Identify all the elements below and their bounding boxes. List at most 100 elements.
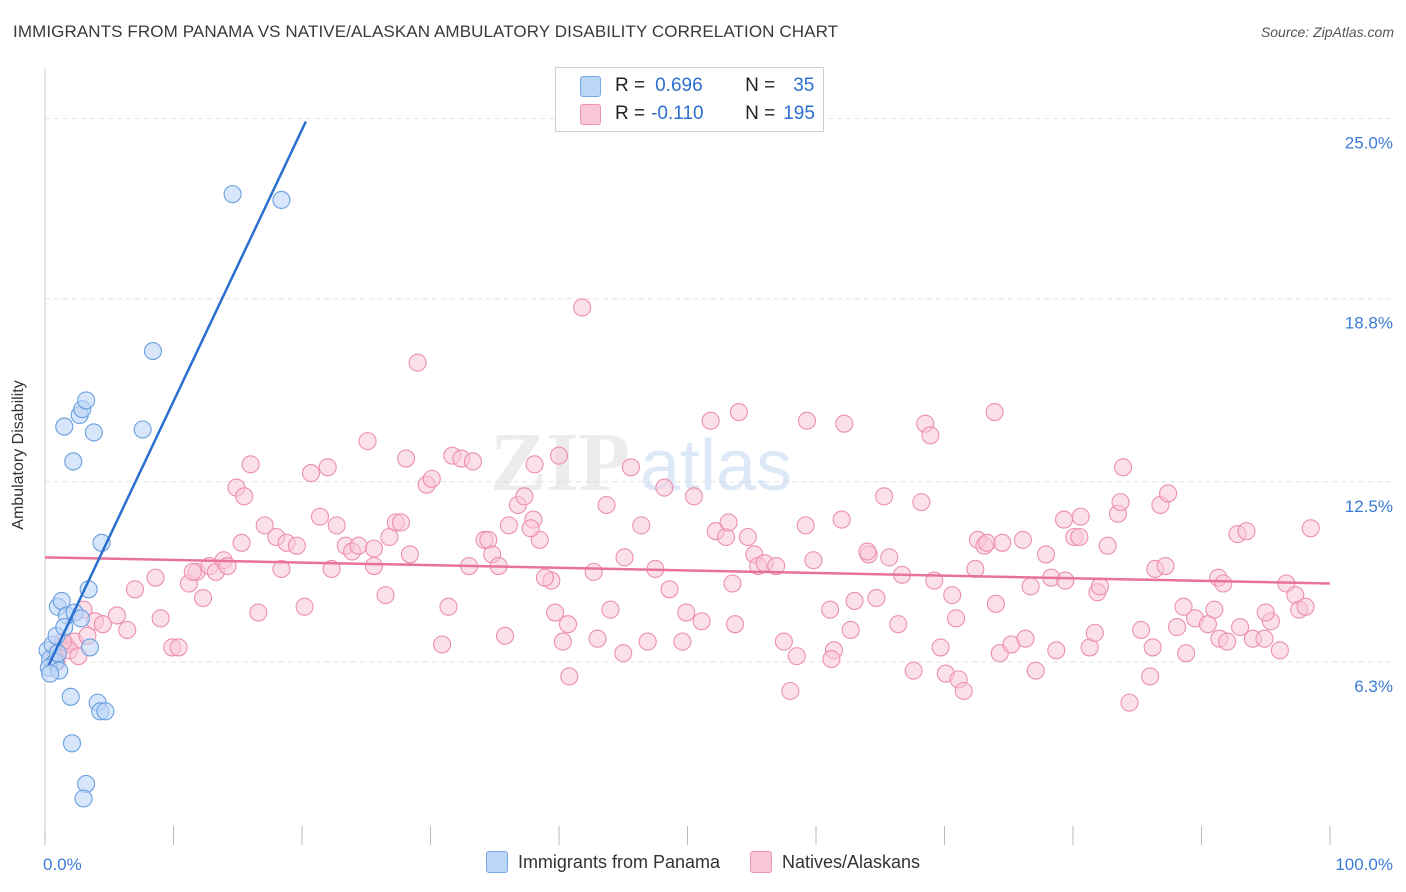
data-point-natives: [1143, 638, 1162, 657]
data-point-natives: [954, 681, 973, 701]
x-tick-label: 100.0%: [1335, 855, 1393, 874]
blue-swatch: [580, 75, 601, 97]
data-point-natives: [183, 562, 202, 581]
data-point-natives: [1120, 693, 1139, 712]
data-point-natives: [858, 542, 877, 561]
data-point-natives: [1114, 458, 1133, 477]
data-point-natives: [358, 432, 377, 451]
data-point-panama: [133, 420, 152, 439]
data-point-natives: [638, 632, 657, 651]
data-point-natives: [1111, 493, 1130, 512]
source-label: Source: ZipAtlas.com: [1260, 24, 1394, 40]
data-point-natives: [774, 632, 793, 651]
data-point-natives: [723, 574, 742, 593]
data-point-natives: [146, 568, 165, 587]
data-point-natives: [194, 588, 213, 608]
legend-label: Immigrants from Panama: [517, 851, 720, 872]
data-point-natives: [525, 455, 544, 474]
data-point-natives: [588, 629, 607, 648]
data-point-natives: [1016, 629, 1035, 648]
data-point-natives: [1270, 641, 1289, 660]
legend-item-panama[interactable]: Immigrants from Panama: [485, 851, 720, 873]
y-axis-label: Ambulatory Disability: [10, 380, 27, 530]
data-point-natives: [921, 426, 940, 445]
data-point-natives: [804, 551, 823, 570]
legend-item-natives[interactable]: Natives/Alaskans: [750, 851, 920, 873]
data-point-natives: [232, 533, 251, 552]
data-point-natives: [1214, 574, 1233, 593]
r-value: -0.110: [651, 103, 704, 124]
data-point-natives: [655, 478, 674, 497]
axes: [44, 68, 1331, 845]
data-point-panama: [74, 789, 93, 808]
y-tick-label: 18.8%: [1345, 314, 1393, 333]
trend-line-natives: [44, 556, 1331, 585]
data-point-natives: [767, 557, 786, 576]
data-point-natives: [125, 580, 144, 599]
data-point-natives: [875, 487, 894, 506]
data-point-natives: [1296, 597, 1315, 616]
pink-swatch: [750, 851, 772, 873]
series-legend: Immigrants from Panama Natives/Alaskans: [0, 851, 1406, 873]
data-point-natives: [1237, 522, 1256, 541]
data-point-natives: [985, 403, 1004, 422]
x-tick-label: 0.0%: [43, 855, 82, 874]
data-point-natives: [832, 510, 851, 529]
data-point-natives: [349, 536, 368, 555]
y-tick-label: 6.3%: [1354, 677, 1393, 696]
data-point-natives: [660, 580, 679, 599]
data-point-natives: [169, 638, 188, 657]
data-point-natives: [1026, 661, 1045, 680]
data-point-panama: [71, 609, 91, 628]
data-point-natives: [1256, 603, 1275, 622]
r-value: 0.696: [655, 75, 703, 96]
data-point-natives: [597, 495, 616, 515]
data-point-natives: [400, 545, 419, 564]
data-point-natives: [1054, 510, 1074, 529]
data-point-natives: [584, 562, 603, 581]
data-point-natives: [729, 403, 748, 422]
data-point-panama: [80, 638, 100, 657]
y-tick-label: 12.5%: [1345, 497, 1393, 516]
data-point-natives: [781, 681, 800, 701]
data-point-natives: [1036, 545, 1056, 564]
data-point-natives: [1141, 667, 1160, 686]
data-point-natives: [677, 603, 696, 622]
data-point-natives: [692, 612, 711, 631]
data-point-natives: [327, 516, 346, 535]
data-point-natives: [422, 469, 441, 488]
data-point-panama: [77, 391, 96, 410]
data-point-natives: [1132, 620, 1151, 640]
y-tick-label: 25.0%: [1345, 134, 1393, 153]
data-point-natives: [796, 516, 815, 535]
data-point-natives: [947, 609, 966, 628]
tick-labels: 6.3% 12.5% 18.8% 25.0% 0.0% 100.0%: [43, 134, 1393, 874]
n-label: N =: [745, 103, 776, 124]
r-label: R =: [615, 103, 646, 124]
stats-row-panama: R = 0.696 N = 35: [580, 73, 814, 99]
data-point-natives: [1159, 484, 1178, 503]
data-point-natives: [867, 588, 886, 608]
data-point-natives: [1255, 629, 1274, 648]
data-point-natives: [1021, 577, 1040, 596]
data-point-natives: [573, 298, 592, 317]
data-point-natives: [841, 620, 860, 640]
trend-line-panama: [47, 120, 307, 666]
data-point-natives: [535, 568, 554, 587]
stats-row-natives: R = -0.110 N = 195: [580, 101, 815, 127]
data-point-natives: [614, 644, 633, 663]
data-point-natives: [255, 516, 274, 535]
data-point-natives: [1070, 527, 1089, 547]
data-point-natives: [521, 519, 540, 538]
data-point-natives: [1071, 507, 1090, 526]
data-point-natives: [1056, 571, 1075, 590]
data-point-panama: [96, 702, 115, 721]
data-point-natives: [977, 533, 996, 552]
gridlines: [45, 118, 1395, 663]
data-point-natives: [391, 513, 410, 532]
stats-legend: R = 0.696 N = 35 R = -0.110 N = 195: [555, 67, 824, 132]
data-point-natives: [553, 632, 572, 651]
data-point-natives: [408, 353, 427, 372]
data-point-natives: [943, 586, 962, 605]
series-natives-alaskans: [46, 298, 1320, 712]
